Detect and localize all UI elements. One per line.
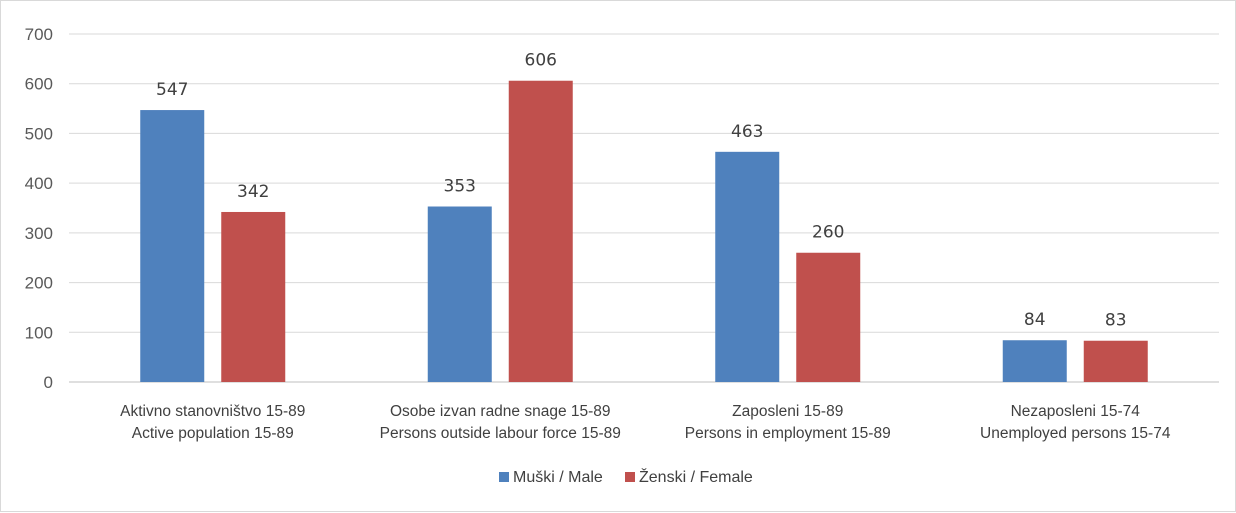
bar [140,110,205,382]
y-tick-label: 0 [44,373,53,392]
legend-label: Muški / Male [513,469,603,486]
data-label: 353 [444,177,476,197]
x-category-label: Persons in employment 15-89 [685,425,891,442]
data-label: 463 [731,122,763,142]
legend-swatch [499,472,509,482]
x-category-label: Nezaposleni 15-74 [1011,403,1141,420]
x-category-label: Active population 15-89 [132,425,294,442]
y-tick-label: 500 [25,124,53,143]
bar [221,211,286,382]
bar [508,80,573,382]
bar [1002,340,1067,382]
legend-label: Ženski / Female [639,467,753,486]
y-tick-label: 300 [25,224,53,243]
bar [715,151,780,382]
y-tick-label: 200 [25,274,53,293]
x-category-label: Osobe izvan radne snage 15-89 [390,403,611,420]
data-label: 547 [156,80,188,100]
y-tick-label: 600 [25,75,53,94]
y-tick-label: 100 [25,323,53,342]
y-tick-label: 700 [25,25,53,44]
x-category-label: Aktivno stanovništvo 15-89 [120,403,305,420]
data-label: 606 [525,51,557,71]
data-label: 84 [1024,310,1046,330]
x-category-label: Zaposleni 15-89 [732,403,843,420]
y-tick-label: 400 [25,174,53,193]
bar [427,206,492,382]
data-label: 260 [812,223,844,243]
bar [1083,340,1148,382]
bar [796,252,861,382]
legend-swatch [625,472,635,482]
x-category-label: Unemployed persons 15-74 [980,425,1171,442]
data-label: 83 [1105,311,1127,331]
x-category-label: Persons outside labour force 15-89 [380,425,621,442]
data-label: 342 [237,182,269,202]
